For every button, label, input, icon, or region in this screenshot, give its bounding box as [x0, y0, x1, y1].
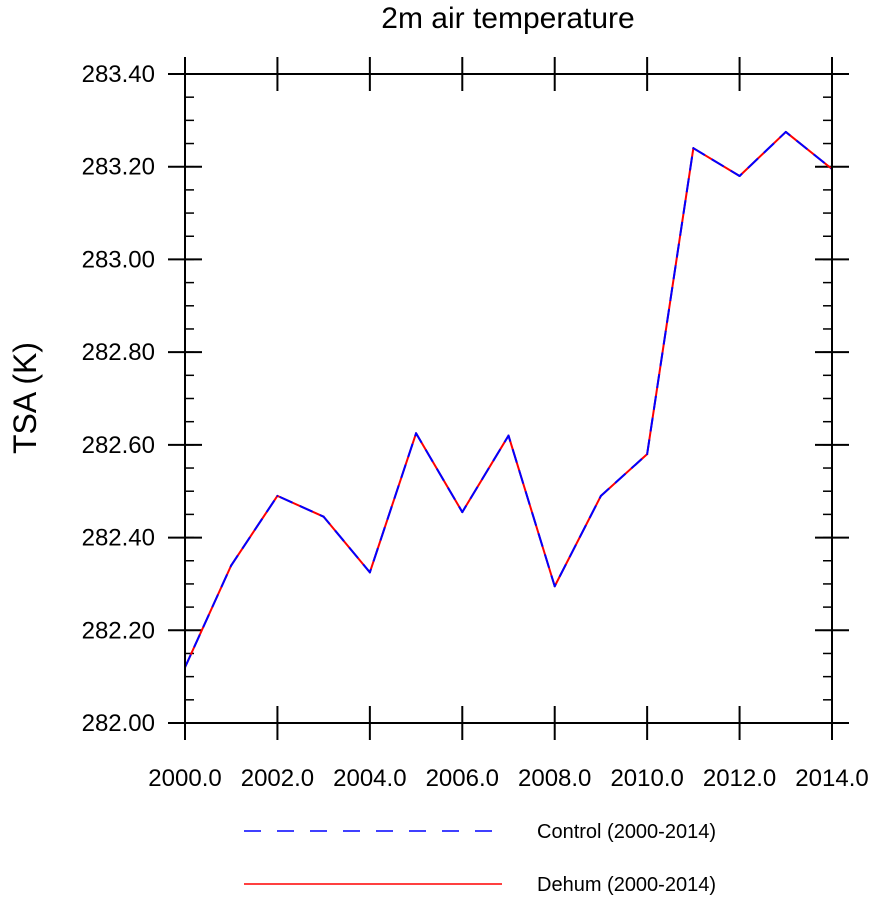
tick-labels: 282.00 282.20 282.40 282.60 282.80 283.00 283.… [82, 61, 869, 792]
data-point [738, 174, 741, 177]
data-point [322, 515, 325, 518]
data-point [692, 147, 695, 150]
series-line [184, 130, 833, 668]
data-point [599, 494, 602, 497]
data-point [507, 434, 510, 437]
plot-frame [184, 73, 833, 724]
y-tick-label: 283.40 [82, 61, 155, 88]
x-tick-label: 2014.0 [795, 765, 868, 792]
y-tick-label: 283.00 [82, 246, 155, 273]
data-point [784, 130, 787, 133]
data-point [461, 511, 464, 514]
x-tick-label: 2002.0 [241, 765, 314, 792]
y-tick-label: 282.40 [82, 525, 155, 552]
x-tick-label: 2008.0 [518, 765, 591, 792]
legend: Control (2000-2014) Dehum (2000-2014) [244, 821, 716, 896]
axis-ticks [168, 57, 849, 740]
x-tick-label: 2000.0 [148, 765, 221, 792]
legend-label: Dehum (2000-2014) [537, 874, 716, 896]
y-tick-label: 283.20 [82, 154, 155, 181]
y-tick-label: 282.20 [82, 617, 155, 644]
series-layer [184, 130, 833, 669]
series-line [184, 130, 833, 668]
y-tick-label: 282.60 [82, 432, 155, 459]
y-tick-label: 282.80 [82, 339, 155, 366]
x-tick-label: 2010.0 [610, 765, 683, 792]
data-point [276, 494, 279, 497]
data-point [415, 432, 418, 435]
data-point [646, 453, 649, 456]
legend-label: Control (2000-2014) [537, 821, 716, 843]
data-point [230, 564, 233, 567]
x-tick-label: 2012.0 [703, 765, 776, 792]
chart-title: 2m air temperature [381, 2, 634, 35]
x-tick-label: 2004.0 [333, 765, 406, 792]
data-point [553, 585, 556, 588]
x-tick-label: 2006.0 [426, 765, 499, 792]
y-tick-label: 282.00 [82, 710, 155, 737]
data-point [368, 571, 371, 574]
y-axis-title: TSA (K) [7, 342, 43, 454]
